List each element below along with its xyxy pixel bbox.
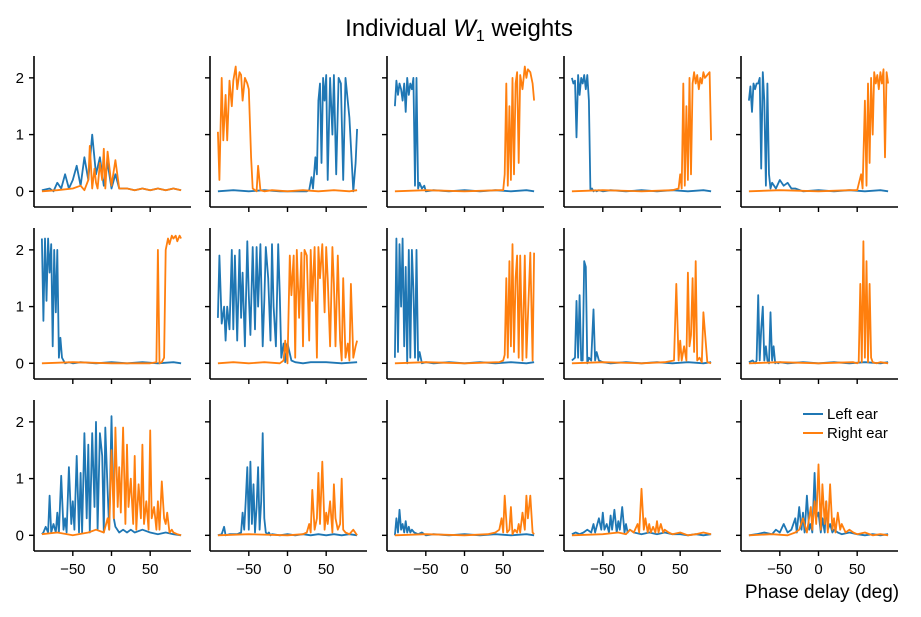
- panel-r2c3: −50 0 50: [559, 400, 721, 578]
- x-tick-label: −50: [236, 561, 261, 578]
- y-tick-label: 1: [16, 127, 24, 144]
- right-ear-line: [217, 65, 358, 193]
- panel-r1c3: [559, 228, 721, 384]
- right-ear-line: [571, 260, 712, 365]
- x-tick-label: 50: [142, 561, 159, 578]
- x-tick-label: 0: [637, 561, 645, 578]
- x-axis-label: Phase delay (deg): [745, 582, 899, 603]
- left-ear-line: [571, 260, 712, 365]
- right-ear-line: [394, 243, 535, 365]
- y-tick-label: 0: [16, 527, 24, 544]
- right-ear-line: [217, 243, 358, 365]
- panel-r2c4: −50 0 50: [736, 400, 898, 578]
- panel-r0c0: 0 1 2: [16, 56, 191, 212]
- x-tick-label: 50: [672, 561, 689, 578]
- y-tick-label: 2: [16, 414, 24, 431]
- title-subscript: 1: [476, 28, 485, 45]
- panel-r0c1: [205, 56, 367, 212]
- left-ear-line: [41, 415, 182, 537]
- left-ear-line: [217, 432, 358, 537]
- x-tick-label: 0: [107, 561, 115, 578]
- left-ear-line: [41, 237, 182, 365]
- y-tick-label: 1: [16, 471, 24, 488]
- x-tick-label: −50: [590, 561, 615, 578]
- right-ear-line: [217, 460, 358, 537]
- right-ear-line: [41, 234, 182, 365]
- right-ear-line: [394, 65, 535, 193]
- panel-r0c4: [736, 56, 898, 212]
- legend: Left ear Right ear: [803, 406, 888, 442]
- left-ear-line: [748, 471, 889, 537]
- title-symbol: W: [453, 15, 478, 42]
- x-tick-label: 0: [460, 561, 468, 578]
- right-ear-line: [571, 71, 712, 193]
- panel-r0c3: [559, 56, 721, 212]
- panel-r1c0: 0 1 2: [16, 228, 191, 384]
- left-ear-line: [571, 506, 712, 537]
- y-tick-label: 2: [16, 242, 24, 259]
- panel-r0c2: [382, 56, 544, 212]
- legend-label: Right ear: [827, 425, 888, 442]
- y-tick-label: 2: [16, 70, 24, 87]
- panel-r2c2: −50 0 50: [382, 400, 544, 578]
- panels-grid: 0 1 2 0 1 2 0 1 2 −50 0 50 −50 0 50 −50 0 50 −50 0 50 −50 0 50: [16, 56, 898, 578]
- x-tick-label: 50: [849, 561, 866, 578]
- right-ear-line: [41, 426, 182, 537]
- panel-r2c1: −50 0 50: [205, 400, 367, 578]
- right-ear-line: [748, 463, 889, 537]
- right-ear-line: [571, 487, 712, 537]
- title-suffix: weights: [485, 15, 573, 42]
- panel-r2c0: 0 1 2 −50 0 50: [16, 400, 191, 578]
- y-tick-label: 0: [16, 355, 24, 372]
- panel-r1c2: [382, 228, 544, 384]
- figure-title: Individual W1 weights: [345, 15, 573, 45]
- x-tick-label: 50: [318, 561, 335, 578]
- x-tick-label: −50: [767, 561, 792, 578]
- x-tick-label: 0: [283, 561, 291, 578]
- x-tick-label: −50: [60, 561, 85, 578]
- right-ear-line: [394, 494, 535, 537]
- title-prefix: Individual: [345, 15, 453, 42]
- y-tick-label: 1: [16, 299, 24, 316]
- panel-r1c4: [736, 228, 898, 384]
- y-tick-label: 0: [16, 183, 24, 200]
- legend-label: Left ear: [827, 406, 878, 423]
- x-tick-label: 0: [814, 561, 822, 578]
- left-ear-line: [217, 74, 358, 193]
- x-tick-label: −50: [413, 561, 438, 578]
- panel-r1c1: [205, 228, 367, 384]
- right-ear-line: [748, 68, 889, 193]
- x-tick-label: 50: [495, 561, 512, 578]
- right-ear-line: [748, 240, 889, 365]
- right-ear-line: [41, 144, 182, 193]
